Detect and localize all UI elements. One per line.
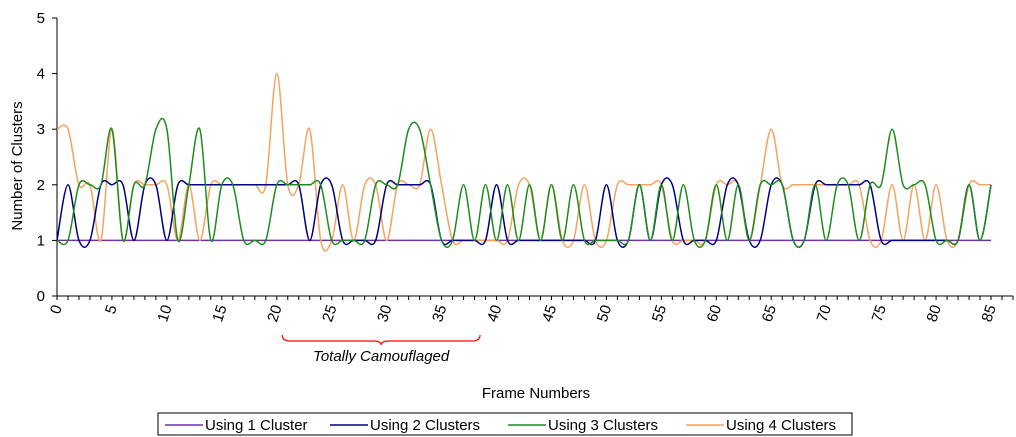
x-ticks: 0 5 10 15 20 25 30 35 40 45 50 55 60 65 70 75 80 85 (47, 296, 1014, 324)
legend: Using 1 Cluster Using 2 Clusters Using 3 C… (157, 412, 853, 436)
axes (56, 18, 1013, 297)
legend-box (157, 412, 853, 436)
legend-label-2: Using 2 Clusters (370, 417, 480, 434)
y-tick-label: 4 (37, 66, 45, 83)
x-tick-label: 75 (869, 303, 890, 324)
x-tick-label: 10 (154, 303, 175, 324)
x-tick-label: 25 (319, 303, 340, 324)
y-tick-label: 0 (37, 288, 45, 305)
y-tick-label: 2 (37, 177, 45, 194)
legend-label-4: Using 4 Clusters (726, 417, 836, 434)
x-tick-label: 20 (264, 303, 285, 324)
series-line-2 (56, 177, 992, 249)
x-tick-label: 80 (924, 303, 945, 324)
x-tick-label: 55 (649, 303, 670, 324)
series-line-4 (56, 72, 992, 252)
x-axis-title: Frame Numbers (482, 385, 590, 402)
y-axis-title: Number of Clusters (9, 101, 26, 230)
x-tick-label: 45 (539, 303, 560, 324)
series-line-3 (56, 117, 992, 249)
camouflage-annotation: Totally Camouflaged (313, 348, 450, 365)
y-ticks: 0 1 2 3 4 5 (37, 10, 57, 305)
x-tick-label: 30 (374, 303, 395, 324)
x-tick-label: 0 (47, 303, 66, 316)
legend-label-1: Using 1 Cluster (205, 417, 308, 434)
x-tick-label: 5 (102, 303, 121, 316)
series-layer (56, 72, 992, 252)
legend-label-3: Using 3 Clusters (548, 417, 658, 434)
y-tick-label: 1 (37, 232, 45, 249)
camouflage-brace (281, 334, 481, 346)
y-tick-label: 5 (37, 10, 45, 27)
x-tick-label: 15 (209, 303, 230, 324)
x-tick-label: 60 (704, 303, 725, 324)
x-tick-label: 85 (979, 303, 1000, 324)
x-tick-label: 70 (814, 303, 835, 324)
x-tick-label: 35 (429, 303, 450, 324)
x-tick-label: 65 (759, 303, 780, 324)
x-tick-label: 50 (594, 303, 615, 324)
y-tick-label: 3 (37, 121, 45, 138)
x-tick-label: 40 (484, 303, 505, 324)
